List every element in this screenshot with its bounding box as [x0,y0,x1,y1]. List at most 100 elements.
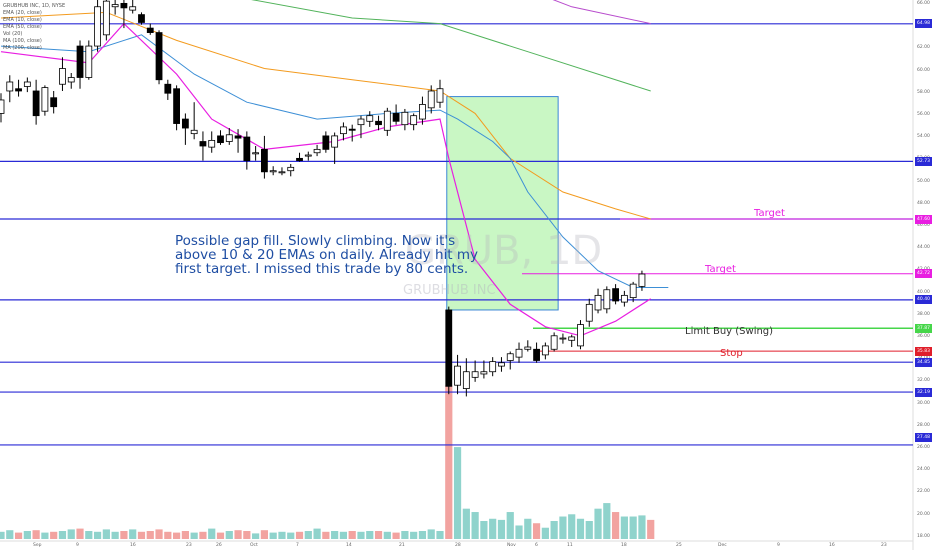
volume-bar [339,531,348,539]
volume-bar [120,531,128,539]
candle-body [269,170,277,173]
legend-vol: Vol (20) [3,31,23,37]
volume-bar [576,518,585,539]
candle-body [243,136,251,162]
volume-bar [173,532,181,539]
price-axis-label: 66.00 [917,1,930,6]
price-tag: 47.60 [915,214,932,224]
candle-body [366,115,374,122]
candle-body [252,152,260,155]
volume-bar [269,532,277,539]
volume-bar [260,530,268,539]
candle-body [392,113,400,122]
candle-body [629,283,637,299]
volume-bar [532,523,541,539]
candle-body [375,120,382,126]
price-tag: 34.85 [915,357,932,367]
candle-body [541,345,549,356]
price-tag: 27.48 [915,432,932,442]
volume-bar [541,527,549,539]
candle-body [550,335,558,350]
price-axis-label: 26.00 [917,445,930,450]
candle-body [59,68,66,85]
volume-bar [374,531,383,539]
time-axis-label: Nov [507,543,516,548]
candle-body [322,135,330,150]
candle-body [41,87,49,112]
candle-body [401,111,409,126]
indicator-legend: GRUBHUB INC, 1D, NYSE EMA (20, close) EM… [3,3,65,52]
volume-bar [506,512,514,539]
time-axis-label: 9 [777,543,780,548]
time-axis-label: 21 [399,543,405,548]
volume-bar [638,515,646,539]
volume-bar [366,531,374,539]
volume-bar [93,531,102,539]
volume-bar [216,532,225,539]
price-axis-label: 32.00 [917,378,930,384]
candle-body [410,115,418,126]
candle-body [603,289,611,310]
legend-ema50: EMA (50, close) [3,24,42,30]
candle-body [50,97,58,108]
volume-bar [155,529,163,539]
candle-body [357,118,365,126]
volume-bar [471,512,479,539]
candle-body [533,348,540,361]
time-axis-label: 16 [130,543,136,548]
price-tag: 37.87 [915,323,932,333]
volume-bar [462,508,470,539]
time-axis-label: 11 [567,543,573,548]
candle-body [138,14,145,23]
candle-body [287,166,295,172]
candle-body [559,337,567,340]
price-axis-label: 62.00 [917,45,930,51]
candle-body [348,128,356,131]
volume-bar [164,531,172,539]
candle-body [85,45,93,78]
price-axis-label: 56.00 [917,112,930,117]
price-axis-label: 38.00 [917,311,930,317]
candle-body [225,134,233,142]
candle-body [67,77,75,83]
volume-bar [489,518,497,539]
price-axis-label: 24.00 [917,467,930,473]
candle-body [383,110,391,131]
volume-bar [304,531,312,539]
candle-body [0,99,5,114]
legend-ema10: EMA (10, close) [3,17,42,23]
volume-bar [181,531,189,539]
candle-body [445,309,453,387]
candle-body [585,303,593,322]
price-axis-label: 50.00 [917,178,930,184]
price-tag: 64.98 [915,19,932,29]
candle-body [471,371,479,378]
candle-body [454,365,461,386]
candle-body [331,135,339,148]
time-axis-label: 9 [76,543,79,548]
price-tag: 32.19 [915,387,932,397]
volume-bar [243,531,251,539]
ma200-line [552,0,651,25]
price-axis-label: 46.00 [917,223,930,228]
candle-body [506,353,514,361]
ma100-line [251,0,651,92]
price-axis-label: 60.00 [917,67,930,73]
price-axis-label: 18.00 [917,533,930,539]
price-axis-label: 28.00 [917,422,930,428]
candle-body [6,81,14,92]
time-axis-label: 7 [296,543,299,548]
time-axis-label: 28 [455,543,461,548]
price-axis-label: 30.00 [917,400,930,406]
lower-target-label: Target [705,264,736,275]
time-axis-label: 6 [535,543,538,548]
volume-bar [76,528,84,539]
candle-body [155,32,163,81]
candle-body [190,129,198,135]
volume-bar [620,516,628,539]
volume-bar [331,531,339,539]
price-axis-label: 44.00 [917,245,930,251]
price-tag: 40.40 [915,295,932,305]
volume-bar [23,531,31,539]
